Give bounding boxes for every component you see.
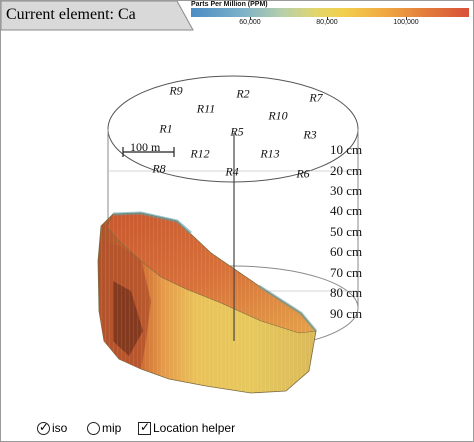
legend-tick-label: 60,000 (239, 19, 261, 26)
scale-bar (122, 147, 175, 157)
legend-color-bar (191, 8, 469, 17)
depth-label: 90 cm (330, 306, 363, 321)
legend-tick (327, 17, 328, 20)
mip-radio[interactable]: mip (87, 421, 121, 435)
depth-label: 40 cm (330, 203, 363, 218)
depth-label: 70 cm (330, 265, 363, 280)
mip-label: mip (102, 421, 122, 435)
location-helper-label: Location helper (153, 421, 236, 435)
region-label: R7 (309, 90, 323, 105)
location-helper-checkbox-box[interactable]: ✓ (138, 419, 151, 435)
region-label: R1 (159, 121, 173, 136)
region-label: R8 (152, 161, 166, 176)
region-label: R13 (260, 146, 280, 161)
region-label: R12 (190, 146, 210, 161)
legend-tick-label: 80,000 (316, 19, 338, 26)
current-element-title: Current element: Ca (6, 6, 136, 23)
scale-bar-label: 100 m (130, 140, 161, 154)
depth-label: 50 cm (330, 224, 363, 239)
iso-label: iso (52, 421, 68, 435)
iso-radio[interactable]: ✓ iso (37, 419, 68, 435)
mip-radio-button[interactable] (87, 421, 100, 435)
check-mark-icon: ✓ (140, 419, 151, 434)
legend-tick (250, 17, 251, 20)
depth-label: 20 cm (330, 163, 363, 178)
legend-tick-label: 100,000 (393, 19, 419, 26)
location-helper-checkbox[interactable]: ✓ Location helper (138, 419, 236, 435)
depth-label: 10 cm (330, 142, 363, 157)
depth-label: 30 cm (330, 183, 363, 198)
region-label: R3 (303, 127, 317, 142)
3d-volume-view[interactable]: R9 R2 R7 R11 R10 R5 R1 R3 R12 R13 R8 R4 … (1, 41, 474, 413)
iso-radio-button[interactable]: ✓ (37, 419, 50, 435)
cylinder-rendering (97, 75, 359, 394)
render-controls: ✓ iso mip ✓ Location helper (1, 417, 474, 441)
region-label: R5 (230, 124, 244, 139)
legend-title: Parts Per Million (PPM) (191, 1, 268, 8)
region-label: R9 (169, 83, 183, 98)
check-mark-icon: ✓ (39, 419, 50, 434)
region-label: R11 (196, 101, 216, 116)
depth-label: 80 cm (330, 285, 363, 300)
depth-label: 60 cm (330, 244, 363, 259)
title-tab-shape (1, 1, 194, 31)
region-label: R2 (236, 86, 250, 101)
region-label: R10 (268, 108, 288, 123)
region-label: R4 (225, 164, 239, 179)
title-tab: Current element: Ca (1, 1, 194, 31)
region-label: R6 (296, 166, 310, 181)
legend-tick (406, 17, 407, 20)
